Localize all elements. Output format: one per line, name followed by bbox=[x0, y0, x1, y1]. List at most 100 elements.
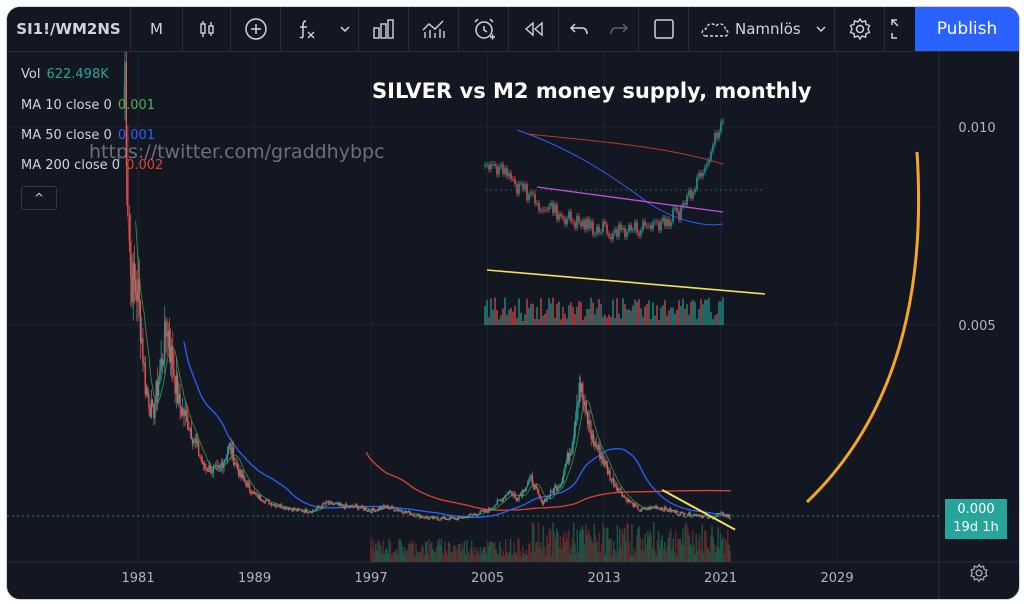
candle-body bbox=[596, 447, 599, 450]
volume-bar bbox=[625, 541, 627, 562]
inset-candle-body bbox=[602, 221, 604, 233]
candle-body bbox=[438, 519, 440, 521]
candle-body bbox=[456, 518, 458, 521]
candle-body bbox=[588, 420, 590, 425]
candle-body bbox=[257, 493, 259, 499]
fullscreen-icon[interactable] bbox=[885, 7, 907, 51]
interval-button[interactable]: M bbox=[131, 7, 183, 51]
inset-candle-body bbox=[564, 218, 566, 225]
inset-candle-body bbox=[722, 120, 724, 123]
layout-menu[interactable]: Namnlös bbox=[689, 7, 835, 51]
inset-candle-body bbox=[556, 204, 558, 220]
inset-volume-bar bbox=[578, 300, 580, 325]
chevron-down-icon[interactable] bbox=[331, 7, 359, 51]
volume-bar bbox=[574, 543, 576, 562]
candle-body bbox=[670, 508, 672, 513]
inset-volume-bar bbox=[604, 314, 606, 325]
volume-bar bbox=[444, 541, 446, 562]
candle-body bbox=[550, 490, 552, 497]
volume-bar bbox=[457, 543, 460, 562]
inset-volume-bar bbox=[668, 310, 670, 325]
inset-volume-bar bbox=[592, 302, 594, 325]
candle-body bbox=[544, 499, 546, 502]
volume-bar bbox=[520, 555, 523, 562]
volume-bar bbox=[390, 554, 393, 562]
x-tick-label: 2029 bbox=[821, 571, 854, 586]
volume-bar bbox=[491, 542, 494, 562]
gear-icon[interactable] bbox=[835, 7, 885, 51]
candle-body bbox=[188, 429, 190, 431]
candle-body bbox=[600, 455, 602, 460]
volume-bar bbox=[421, 544, 423, 562]
redo-icon[interactable] bbox=[599, 7, 639, 51]
candle-body bbox=[349, 505, 352, 508]
inset-volume-bar bbox=[616, 298, 618, 325]
alert-icon[interactable] bbox=[459, 7, 509, 51]
volume-bar bbox=[487, 545, 490, 562]
inset-volume-bar bbox=[500, 315, 502, 325]
candle-body bbox=[195, 438, 197, 443]
inset-candle-body bbox=[642, 221, 644, 231]
volume-bar bbox=[661, 535, 664, 562]
volume-bar bbox=[481, 550, 484, 562]
candle-body bbox=[718, 513, 720, 515]
candle-body bbox=[541, 500, 544, 504]
candle-body bbox=[604, 460, 606, 465]
volume-bar bbox=[449, 544, 451, 562]
volume-bar bbox=[660, 538, 662, 562]
inset-candle-body bbox=[514, 179, 516, 185]
indicators-icon[interactable] bbox=[281, 7, 331, 51]
candle-body bbox=[446, 519, 449, 521]
symbol-search-button[interactable]: SI1!/WM2NS bbox=[7, 7, 131, 51]
inset-volume-bar bbox=[506, 314, 508, 325]
candle-body bbox=[567, 453, 570, 462]
inset-volume-bar bbox=[654, 315, 656, 325]
candle-body bbox=[431, 516, 433, 518]
inset-volume-bar bbox=[662, 305, 664, 325]
candle-body bbox=[264, 500, 267, 503]
inset-candle-body bbox=[516, 184, 518, 194]
candle-body bbox=[672, 510, 674, 512]
volume-bar bbox=[585, 523, 587, 562]
candle-body bbox=[516, 497, 518, 501]
volume-bar bbox=[638, 526, 640, 562]
templates-icon[interactable] bbox=[409, 7, 459, 51]
volume-bar bbox=[693, 544, 695, 562]
candle-body bbox=[269, 503, 271, 505]
rectangle-icon[interactable] bbox=[639, 7, 689, 51]
bar-chart-icon[interactable] bbox=[359, 7, 409, 51]
undo-icon[interactable] bbox=[559, 7, 599, 51]
inset-candle-body bbox=[650, 225, 652, 229]
inset-volume-bar bbox=[650, 319, 652, 325]
volume-bar bbox=[501, 555, 503, 562]
candle-body bbox=[231, 447, 233, 455]
candle-body bbox=[620, 488, 622, 494]
candle-body bbox=[302, 511, 304, 513]
candle-body bbox=[294, 508, 296, 510]
candle-body bbox=[348, 505, 350, 508]
candle-body bbox=[548, 496, 551, 497]
replay-icon[interactable] bbox=[509, 7, 559, 51]
candles-icon[interactable] bbox=[183, 7, 231, 51]
legend-collapse-button[interactable]: ^ bbox=[21, 186, 57, 210]
candle-body bbox=[253, 491, 256, 494]
candle-body bbox=[331, 501, 333, 505]
volume-bar bbox=[572, 522, 575, 562]
volume-bar bbox=[484, 547, 486, 562]
volume-bar bbox=[720, 540, 723, 562]
volume-bar bbox=[386, 548, 388, 562]
candle-body bbox=[490, 508, 492, 510]
volume-bar bbox=[548, 527, 551, 562]
volume-bar bbox=[614, 550, 616, 562]
volume-bar bbox=[688, 535, 690, 562]
inset-volume-bar bbox=[544, 313, 546, 325]
candle-body bbox=[547, 496, 549, 498]
inset-volume-bar bbox=[720, 301, 722, 325]
axis-settings-icon[interactable] bbox=[969, 563, 989, 583]
candle-body bbox=[654, 506, 656, 508]
add-compare-icon[interactable] bbox=[231, 7, 281, 51]
publish-button[interactable]: Publish bbox=[915, 7, 1019, 51]
volume-bar bbox=[551, 555, 553, 562]
chart-canvas[interactable]: 1981 1989 1997 2005 2013 2021 2029 0.010 0.005 bbox=[7, 52, 1019, 599]
volume-bar bbox=[629, 554, 632, 562]
